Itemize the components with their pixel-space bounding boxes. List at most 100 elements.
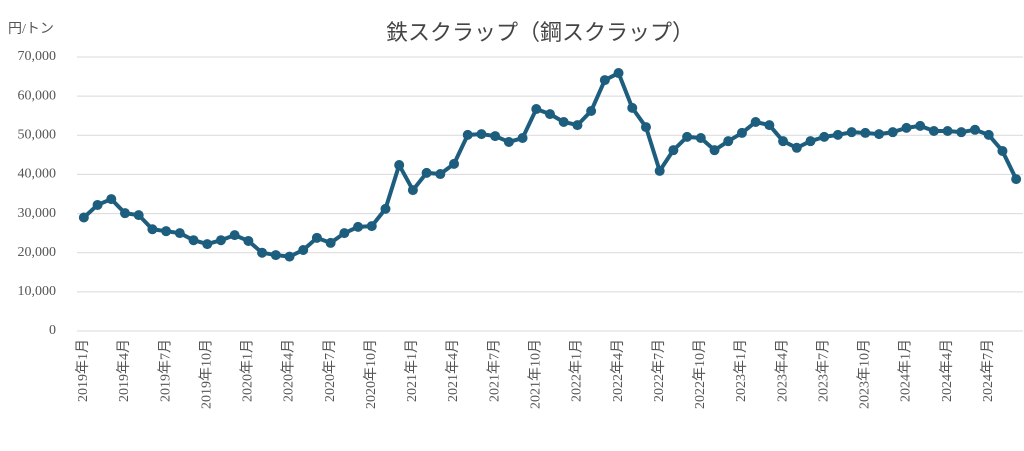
y-tick-label: 0 [49, 323, 56, 338]
point [188, 235, 199, 246]
point [613, 68, 624, 79]
point [832, 129, 843, 140]
x-tick-label: 2021年7月 [486, 339, 502, 402]
point [682, 131, 693, 142]
point [901, 122, 912, 133]
point [311, 232, 322, 243]
point [435, 169, 446, 180]
point [270, 250, 281, 261]
point [133, 210, 144, 221]
x-tick-label: 2022年10月 [692, 339, 708, 409]
x-tick-label: 2024年4月 [939, 339, 955, 402]
x-tick-label: 2021年1月 [404, 339, 420, 402]
x-tick-label: 2019年1月 [75, 339, 91, 402]
point [284, 251, 295, 262]
point [668, 145, 679, 156]
point [928, 125, 939, 136]
point [695, 133, 706, 144]
point [709, 145, 720, 156]
point [92, 199, 103, 210]
point [1011, 174, 1022, 185]
x-tick-label: 2024年7月 [980, 339, 996, 402]
point [778, 136, 789, 147]
point [476, 129, 487, 140]
point [119, 208, 130, 219]
y-axis-label: 円/トン [8, 22, 54, 37]
x-tick-label: 2020年4月 [281, 339, 297, 402]
point [161, 226, 172, 237]
point [599, 75, 610, 86]
point [257, 247, 268, 258]
point [983, 129, 994, 140]
point [970, 124, 981, 135]
point [791, 142, 802, 153]
x-tick-label: 2019年10月 [198, 339, 214, 409]
y-tick-label: 60,000 [18, 88, 57, 103]
point [956, 127, 967, 138]
point [147, 224, 158, 235]
point [545, 109, 555, 120]
x-tick-label: 2021年10月 [528, 339, 544, 409]
x-tick-label: 2022年7月 [651, 339, 667, 402]
point [942, 125, 953, 136]
point [915, 120, 926, 131]
point [627, 102, 638, 113]
point [449, 158, 460, 169]
point [298, 244, 309, 255]
point [819, 131, 830, 142]
point [366, 221, 377, 232]
point [572, 120, 583, 131]
x-tick-label: 2020年10月 [363, 339, 379, 409]
point [517, 133, 528, 144]
point [846, 127, 857, 138]
x-tick-label: 2023年10月 [857, 339, 873, 409]
point [174, 228, 185, 239]
point [380, 203, 391, 214]
x-tick-label: 2023年7月 [815, 339, 831, 402]
x-tick-label: 2020年7月 [322, 339, 338, 402]
point [805, 136, 816, 147]
point [106, 194, 117, 205]
point [750, 116, 761, 127]
point [353, 221, 364, 232]
line [82, 71, 1018, 259]
point [394, 160, 405, 171]
point [490, 131, 501, 142]
y-tick-label: 20,000 [18, 245, 57, 260]
x-tick-label: 2019年4月 [116, 339, 132, 402]
y-tick-label: 40,000 [18, 167, 57, 182]
x-tick-label: 2022年4月 [610, 339, 626, 402]
x-tick-label: 2024年1月 [898, 339, 914, 402]
point [215, 235, 226, 246]
x-tick-label: 2023年1月 [733, 339, 749, 402]
y-tick-label: 50,000 [18, 128, 57, 143]
point [462, 129, 473, 140]
point [736, 127, 747, 138]
point [887, 127, 898, 138]
point [874, 129, 885, 140]
x-tick-label: 2019年7月 [157, 339, 173, 402]
x-tick-label: 2021年4月 [445, 339, 461, 402]
point [503, 136, 514, 147]
point [78, 212, 89, 223]
y-tick-label: 70,000 [18, 49, 57, 64]
point [654, 165, 665, 176]
point [407, 185, 418, 196]
x-tick-label: 2020年1月 [240, 339, 256, 402]
point [558, 116, 569, 127]
y-tick-label: 10,000 [18, 284, 57, 299]
point [243, 235, 254, 246]
point [202, 239, 213, 250]
y-tick-label: 30,000 [18, 206, 57, 221]
point [723, 136, 734, 147]
point [640, 122, 651, 133]
point [997, 145, 1008, 156]
point [764, 120, 775, 131]
point [586, 106, 597, 117]
chart-title: 鉄スクラップ（鋼スクラップ） [386, 20, 694, 45]
point [421, 167, 432, 178]
point [339, 228, 350, 239]
point [531, 104, 542, 115]
point [229, 230, 240, 241]
